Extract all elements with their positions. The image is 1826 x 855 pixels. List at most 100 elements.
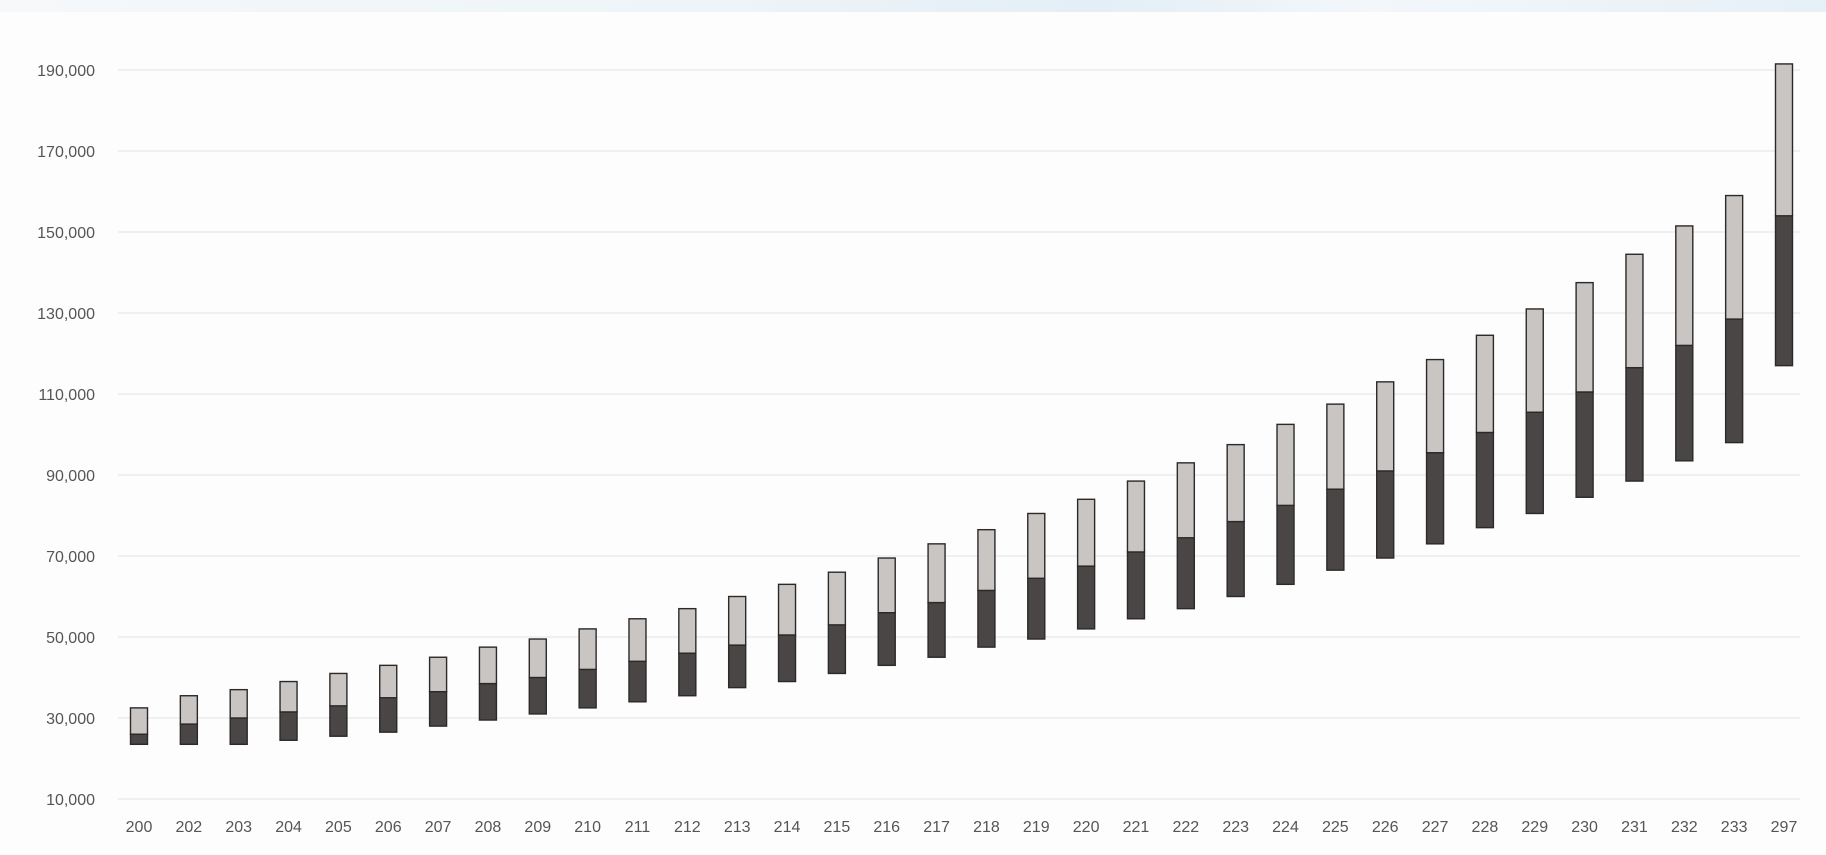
x-tick-label: 227 [1422, 819, 1449, 836]
bar-segment-lower [1475, 431, 1495, 529]
bar-segment-upper [478, 646, 498, 685]
bar-segment-lower [179, 723, 199, 746]
y-tick-label: 130,000 [37, 306, 95, 323]
bar-segment-lower [129, 733, 149, 746]
x-tick-label: 231 [1621, 819, 1648, 836]
x-tick-label: 226 [1372, 819, 1399, 836]
x-tick-label: 216 [873, 819, 900, 836]
bar-segment-lower [428, 690, 448, 727]
x-tick-label: 224 [1272, 819, 1299, 836]
bar-segment-upper [1326, 403, 1345, 490]
bar-segment-upper [877, 557, 896, 614]
bar-segment-lower [1176, 537, 1196, 610]
bar-segment-lower [1575, 391, 1594, 498]
bar-segment-upper [528, 638, 547, 679]
bar-segment-lower [229, 717, 248, 746]
x-tick-label: 230 [1571, 819, 1598, 836]
bar-segment-lower [727, 644, 747, 689]
y-tick-label: 10,000 [46, 792, 95, 809]
x-tick-label: 200 [126, 819, 153, 836]
bar-segment-lower [528, 676, 547, 715]
bar-segment-lower [1226, 520, 1245, 598]
bar-segment-upper [1076, 498, 1096, 567]
bar-segment-lower [329, 705, 348, 737]
bar-segment-upper [179, 695, 199, 725]
bar-segment-upper [1575, 281, 1594, 393]
bar-segment-upper [129, 707, 149, 735]
x-tick-label: 218 [973, 819, 1000, 836]
x-tick-label: 214 [774, 819, 801, 836]
x-tick-label: 219 [1023, 819, 1050, 836]
x-tick-label: 209 [524, 819, 551, 836]
bar-segment-lower [1675, 344, 1694, 462]
x-tick-label: 211 [625, 819, 651, 836]
bar-segment-lower [1525, 411, 1544, 515]
x-tick-label: 222 [1172, 819, 1199, 836]
bar-segment-lower [1326, 488, 1345, 571]
x-tick-label: 208 [475, 819, 502, 836]
x-tick-label: 217 [923, 819, 950, 836]
y-tick-label: 110,000 [38, 387, 95, 404]
bar-segment-upper [1724, 194, 1744, 320]
bar-segment-upper [1774, 63, 1794, 217]
x-tick-label: 210 [574, 819, 601, 836]
bar-segment-upper [628, 618, 647, 663]
bar-segment-upper [977, 528, 996, 592]
bar-segment-lower [279, 711, 298, 741]
bar-segment-lower [977, 589, 996, 648]
bar-segment-upper [578, 628, 597, 671]
y-tick-label: 70,000 [46, 549, 95, 566]
y-tick-label: 90,000 [46, 468, 95, 485]
y-tick-label: 30,000 [46, 711, 95, 728]
bar-segment-lower [927, 601, 946, 658]
bar-segment-lower [1774, 215, 1794, 367]
bar-segment-lower [1376, 470, 1395, 559]
bar-segment-lower [777, 634, 797, 683]
x-tick-label: 213 [724, 819, 751, 836]
bar-segment-upper [927, 543, 946, 604]
bar-segment-upper [1226, 443, 1245, 523]
bar-segment-upper [279, 680, 298, 713]
bar-segment-upper [1126, 480, 1146, 553]
y-tick-label: 150,000 [37, 225, 95, 242]
x-tick-label: 221 [1123, 819, 1150, 836]
bar-segment-lower [628, 660, 647, 703]
bar-segment-upper [428, 656, 448, 693]
bar-segment-upper [1475, 334, 1495, 434]
bar-segment-lower [478, 682, 498, 721]
y-tick-label: 190,000 [37, 63, 95, 80]
bar-segment-upper [1675, 225, 1694, 347]
x-tick-label: 215 [824, 819, 851, 836]
bar-segment-upper [827, 571, 847, 626]
bar-segment-upper [1625, 253, 1644, 369]
bar-segment-upper [379, 664, 398, 699]
x-tick-label: 204 [275, 819, 302, 836]
x-tick-label: 232 [1671, 819, 1698, 836]
x-tick-label: 229 [1521, 819, 1548, 836]
window-top-strip [0, 0, 1826, 12]
x-tick-label: 212 [674, 819, 701, 836]
bar-segment-upper [678, 607, 697, 654]
bar-segment-upper [1525, 308, 1544, 413]
x-tick-label: 207 [425, 819, 452, 836]
bar-segment-lower [1724, 318, 1744, 444]
x-tick-label: 225 [1322, 819, 1349, 836]
x-tick-label: 220 [1073, 819, 1100, 836]
bar-segment-upper [329, 672, 348, 707]
bar-segment-upper [229, 688, 248, 719]
bar-segment-lower [1625, 366, 1644, 482]
bar-segment-upper [727, 595, 747, 646]
bar-segment-lower [877, 612, 896, 667]
x-tick-label: 206 [375, 819, 402, 836]
bar-segment-lower [379, 697, 398, 733]
x-tick-label: 205 [325, 819, 352, 836]
y-tick-label: 50,000 [46, 630, 95, 647]
bar-segment-lower [1425, 452, 1445, 545]
bar-segment-upper [777, 583, 797, 636]
bar-segment-upper [1176, 462, 1196, 539]
x-tick-label: 202 [175, 819, 202, 836]
bar-segment-upper [1376, 381, 1395, 472]
bar-segment-lower [1276, 504, 1295, 586]
